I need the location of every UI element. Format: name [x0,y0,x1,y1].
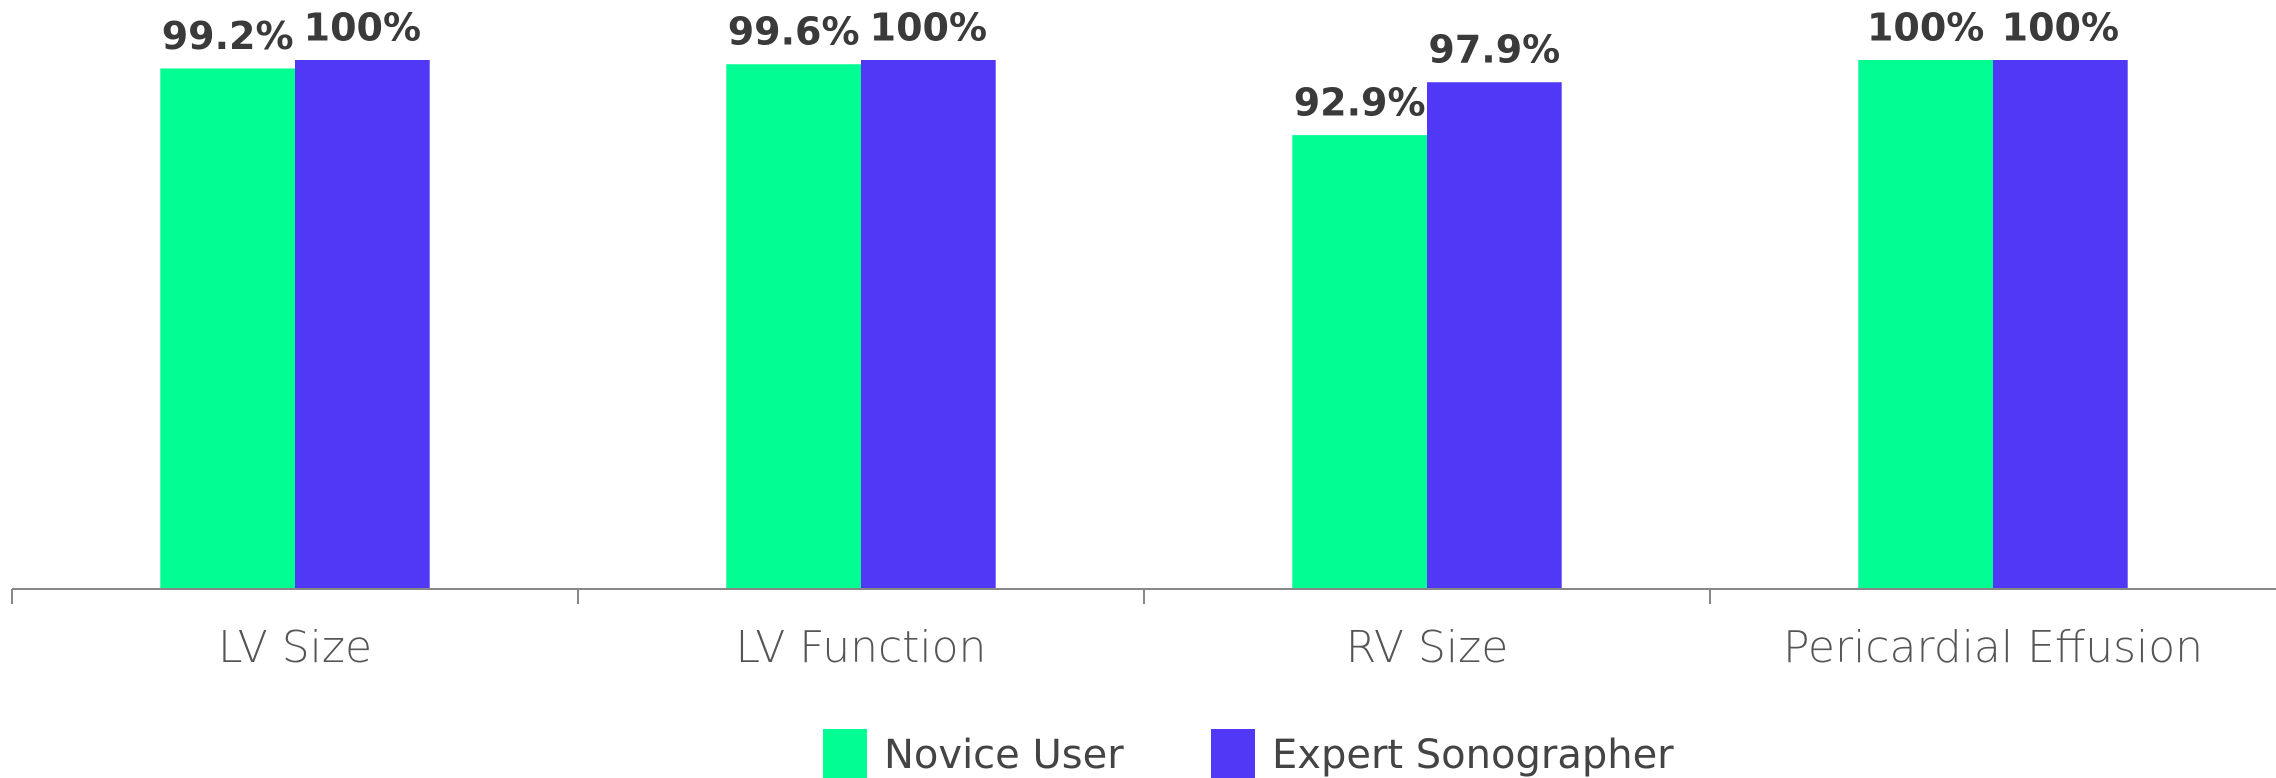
x-tick-label: Pericardial Effusion [1783,622,2203,673]
legend-label: Novice User [884,732,1124,778]
bar [1292,135,1427,590]
bar [1858,60,1993,589]
value-label: 100% [304,6,421,50]
bar [295,60,430,589]
value-label: 100% [870,6,987,50]
bar [726,64,861,590]
value-label: 97.9% [1428,28,1560,72]
bar [160,68,295,590]
bar [1993,60,2128,589]
value-label: 100% [1867,6,1984,50]
value-label: 99.6% [728,10,860,54]
value-label: 92.9% [1294,81,1426,125]
legend-swatch [1211,729,1255,778]
legend-swatch [823,729,867,778]
bar [861,60,996,589]
legend-label: Expert Sonographer [1272,732,1674,778]
x-tick-label: RV Size [1346,622,1509,673]
x-tick-label: LV Size [218,622,372,673]
x-tick-label: LV Function [736,622,987,673]
value-label: 99.2% [162,14,294,58]
value-label: 100% [2002,6,2119,50]
bar [1427,82,1562,589]
